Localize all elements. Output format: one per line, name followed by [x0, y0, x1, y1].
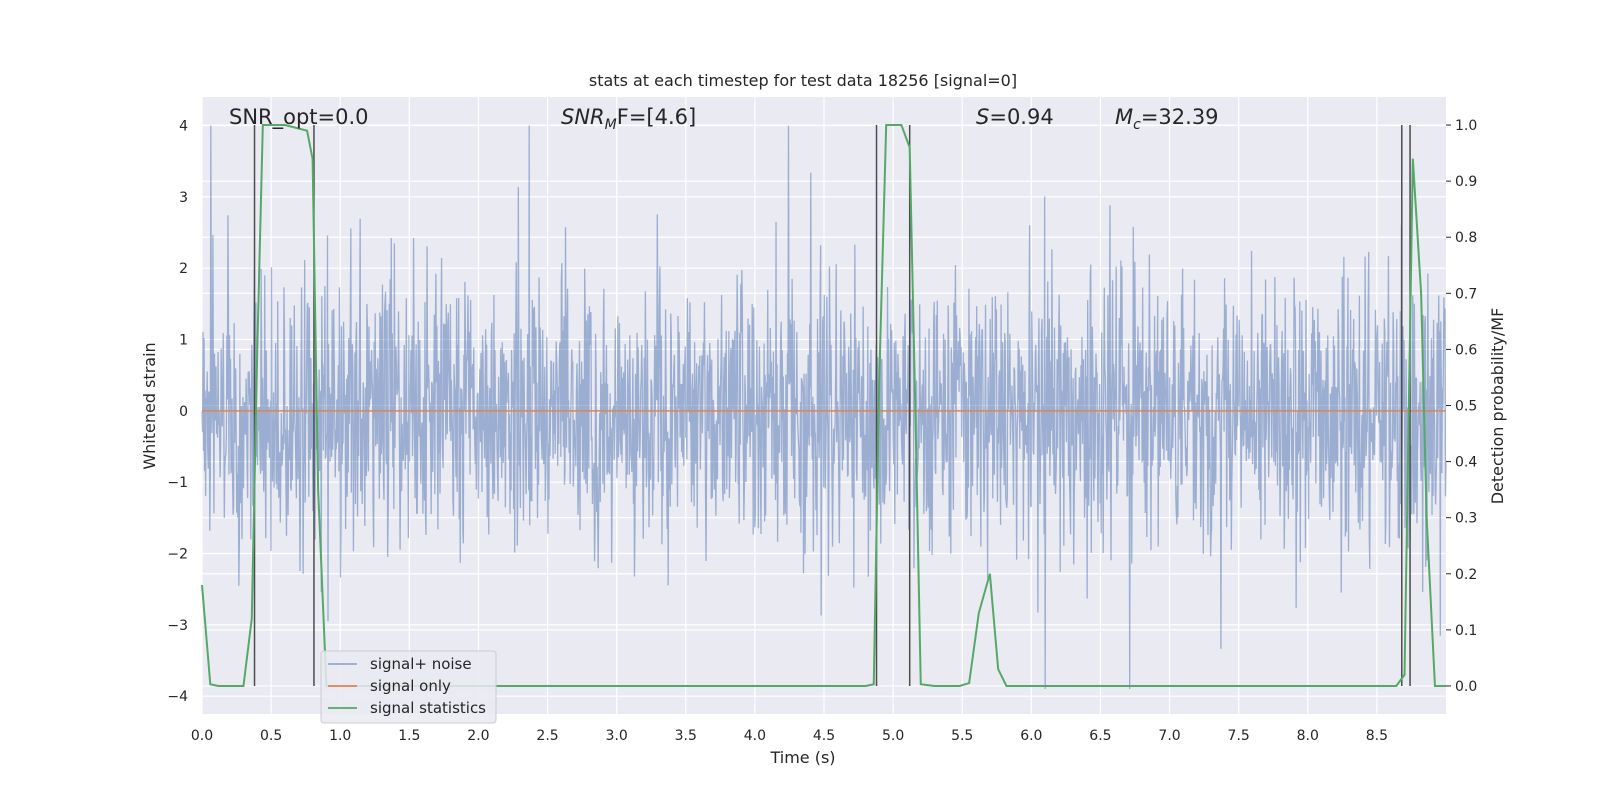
y-right-tick-label: 0.6	[1455, 342, 1477, 358]
y-right-tick-label: 0.1	[1455, 623, 1477, 639]
y-left-tick-label: 3	[179, 190, 188, 206]
snr-mf-symbol: SNR	[561, 105, 605, 129]
y-left-tick-label: 1	[179, 333, 188, 349]
y-right-tick-label: 0.0	[1455, 679, 1477, 695]
s-annotation: S=0.94	[976, 105, 1054, 129]
y-right-tick-label: 0.8	[1455, 230, 1477, 246]
mc-value: =32.39	[1141, 105, 1219, 129]
x-tick-label: 7.0	[1158, 728, 1180, 744]
y-left-tick-label: −3	[167, 618, 188, 634]
x-axis-label: Time (s)	[769, 748, 835, 767]
y-left-tick-label: 4	[179, 119, 188, 135]
y-right-tick-label: 1.0	[1455, 118, 1477, 134]
x-tick-label: 2.5	[536, 728, 558, 744]
x-tick-label: 5.0	[882, 728, 904, 744]
s-value: =0.94	[989, 105, 1053, 129]
y-axis-right-label: Detection probability/MF	[1488, 308, 1507, 505]
y-left-tick-label: −4	[167, 689, 188, 705]
snr-opt-annotation: SNR_opt=0.0	[229, 105, 369, 130]
x-tick-label: 2.0	[467, 728, 489, 744]
y-right-tick-label: 0.5	[1455, 399, 1477, 415]
y-left-tick-label: 2	[179, 261, 188, 277]
y-left-tick-label: −2	[167, 547, 188, 563]
snr-mf-annotation: SNRMF=[4.6]	[561, 105, 696, 133]
x-tick-label: 0.5	[260, 728, 282, 744]
x-tick-label: 1.0	[329, 728, 351, 744]
x-tick-label: 0.0	[191, 728, 213, 744]
x-tick-label: 8.5	[1366, 728, 1388, 744]
y-right-tick-label: 0.3	[1455, 511, 1477, 527]
x-tick-label: 8.0	[1297, 728, 1319, 744]
x-tick-label: 6.0	[1020, 728, 1042, 744]
snr-mf-value: F=[4.6]	[617, 105, 696, 129]
x-tick-label: 4.0	[744, 728, 766, 744]
s-symbol: S	[976, 105, 989, 129]
legend-entry-noise: signal+ noise	[370, 655, 472, 673]
x-tick-label: 4.5	[813, 728, 835, 744]
x-tick-label: 5.5	[951, 728, 973, 744]
snr-mf-subscript: M	[605, 117, 617, 133]
legend-frame	[320, 650, 497, 724]
legend: signal+ noise signal only signal statist…	[320, 650, 497, 724]
y-right-tick-label: 0.2	[1455, 567, 1477, 583]
legend-entry-statistics: signal statistics	[370, 699, 486, 717]
y-right-tick-label: 0.4	[1455, 455, 1477, 471]
x-tick-label: 1.5	[398, 728, 420, 744]
x-tick-label: 3.0	[606, 728, 628, 744]
x-tick-label: 3.5	[675, 728, 697, 744]
y-right-tick-label: 0.7	[1455, 286, 1477, 302]
x-tick-label: 6.5	[1089, 728, 1111, 744]
chart-title: stats at each timestep for test data 182…	[589, 71, 1017, 90]
y-left-tick-label: −1	[167, 475, 188, 491]
signal-statistics-line	[201, 124, 1446, 687]
legend-entry-signal-only: signal only	[370, 677, 451, 695]
mc-subscript: c	[1133, 117, 1141, 133]
x-tick-label: 7.5	[1228, 728, 1250, 744]
mc-symbol: M	[1115, 105, 1133, 129]
noise-series-line	[201, 125, 1447, 690]
y-right-tick-label: 0.9	[1455, 174, 1477, 190]
y-left-tick-label: 0	[179, 404, 188, 420]
y-axis-left-label: Whitened strain	[140, 342, 159, 469]
mc-annotation: Mc=32.39	[1115, 105, 1219, 133]
